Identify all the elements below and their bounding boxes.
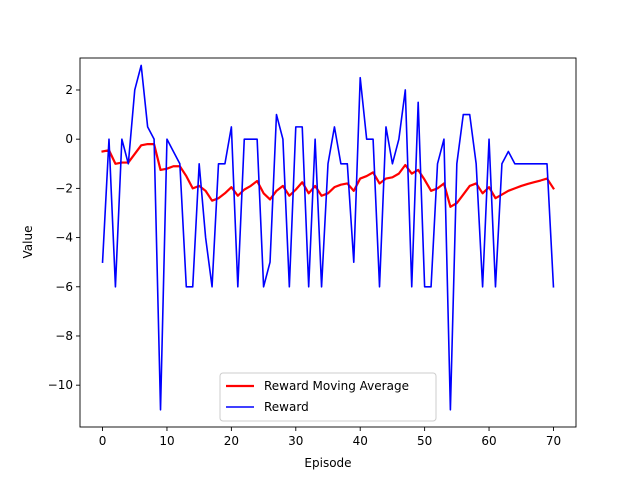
- legend: Reward Moving Average Reward: [219, 372, 437, 422]
- series-line-moving-average: [101, 143, 555, 208]
- x-tick-label: 20: [224, 434, 239, 448]
- y-tick-label: −4: [55, 231, 73, 245]
- y-tick-label: 0: [65, 132, 73, 146]
- x-tick-label: 60: [481, 434, 496, 448]
- x-tick-label: 10: [159, 434, 174, 448]
- legend-label: Reward Moving Average: [264, 379, 409, 393]
- x-tick-label: 30: [288, 434, 303, 448]
- y-axis-label: Value: [21, 226, 35, 259]
- x-axis-label: Episode: [304, 456, 351, 470]
- series-line-reward: [101, 64, 555, 411]
- legend-label: Reward: [264, 400, 309, 414]
- y-tick-label: −6: [55, 280, 73, 294]
- y-tick-label: −8: [55, 329, 73, 343]
- x-tick-label: 70: [546, 434, 561, 448]
- legend-box: [219, 372, 437, 422]
- y-tick-label: −2: [55, 181, 73, 195]
- x-tick-label: 40: [353, 434, 368, 448]
- y-tick-label: −10: [48, 378, 73, 392]
- x-tick-label: 50: [417, 434, 432, 448]
- x-tick-label: 0: [99, 434, 107, 448]
- axes-frame: [79, 57, 577, 428]
- y-tick-label: 2: [65, 83, 73, 97]
